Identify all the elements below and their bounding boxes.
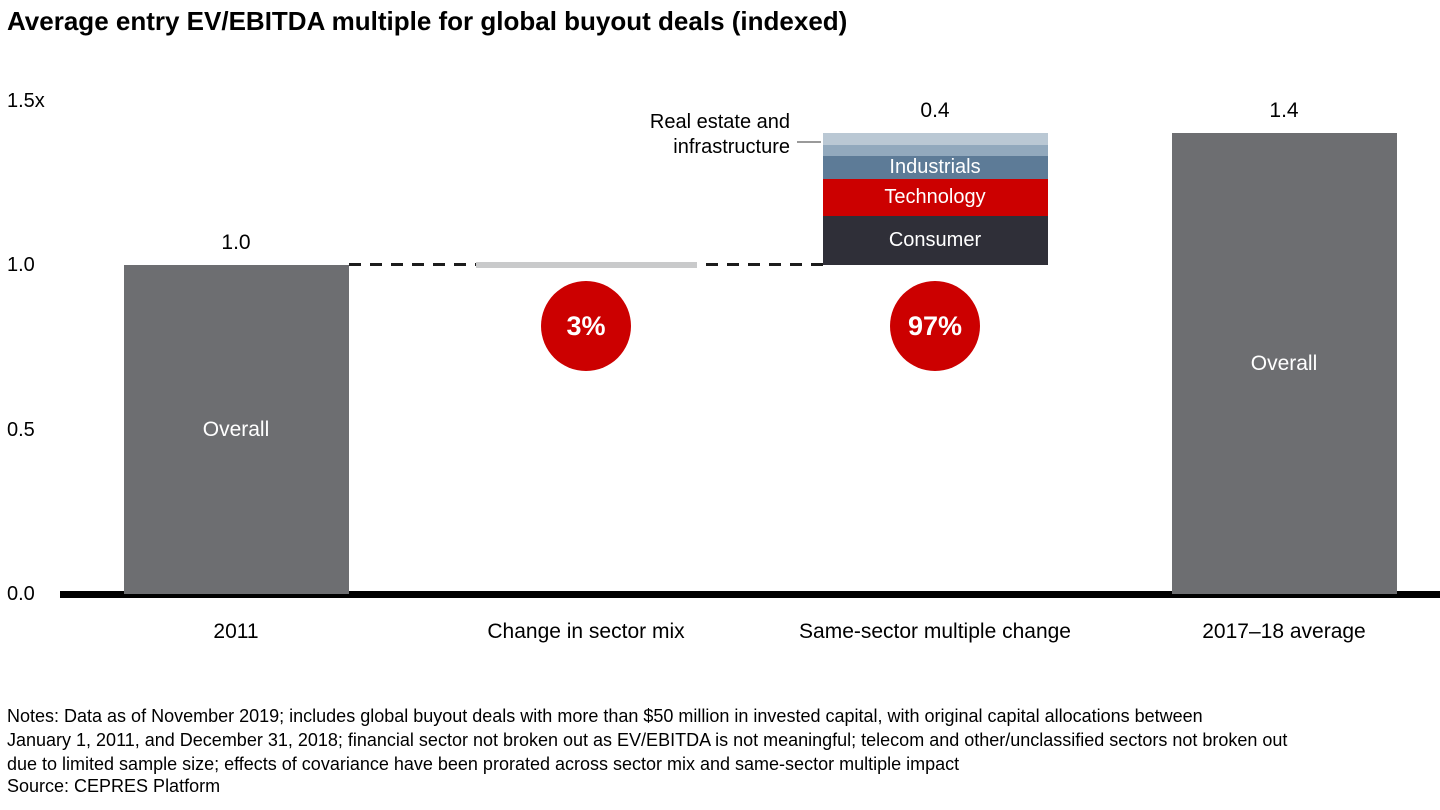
segment-industrials: Industrials [822,156,1048,180]
segment-consumer: Consumer [822,215,1048,265]
y-axis-tick-label: 1.0 [7,254,35,276]
chart-title: Average entry EV/EBITDA multiple for glo… [7,6,848,36]
x-axis-category-label: Change in sector mix [487,620,685,643]
y-axis-tick-label: 0.0 [7,583,35,605]
pct-badge: 97% [890,281,980,371]
notes-text: Notes: Data as of November 2019; include… [7,706,1288,774]
bar-value-label: 0.4 [920,99,950,123]
segment-real-estate-and-infrastructure [822,133,1048,145]
x-axis-category-label: 2017–18 average [1202,620,1366,643]
segment-real-estate-and-infrastructure [822,144,1048,157]
bar-inner-label: Overall [202,417,270,441]
segment-technology: Technology [822,179,1048,216]
pct-badge: 3% [541,281,631,371]
bar-2017-18-average: Overall [1171,133,1397,594]
x-axis-category-label: Same-sector multiple change [799,620,1071,643]
x-axis-category-label: 2011 [213,620,259,643]
bar-change-in-sector-mix [475,262,697,268]
bar-inner-label: Overall [1250,351,1318,375]
y-axis-tick-label: 1.5x [7,89,45,112]
x-axis-line [60,591,1440,598]
source-text: Source: CEPRES Platform [7,776,221,796]
y-axis-tick-label: 0.5 [7,418,35,441]
segment-callout-label: Real estate and infrastructure [649,111,790,158]
callout-connector-line [797,141,821,143]
bar-value-label: 1.0 [221,231,251,254]
bar-value-label: 1.4 [1269,99,1299,123]
bar-2011: Overall [123,265,349,594]
